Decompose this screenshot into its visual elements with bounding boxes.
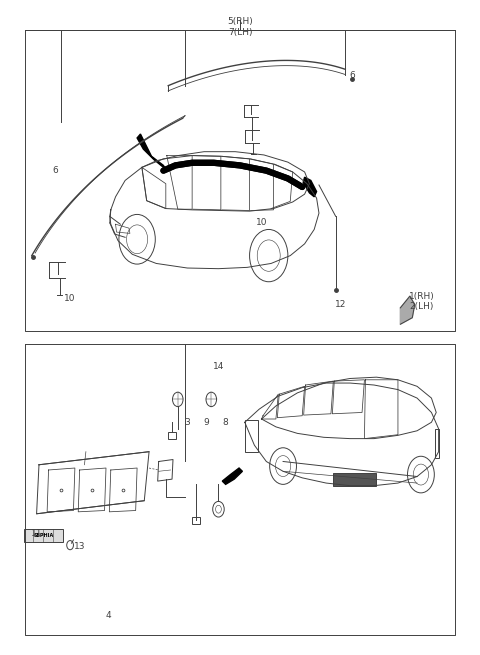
Text: 11: 11 <box>31 529 42 538</box>
FancyBboxPatch shape <box>192 517 200 523</box>
Text: 1(RH)
2(LH): 1(RH) 2(LH) <box>409 291 435 311</box>
Text: 14: 14 <box>213 362 224 371</box>
Text: 6: 6 <box>349 71 355 81</box>
Text: 6: 6 <box>53 166 59 175</box>
Text: 4: 4 <box>106 610 111 620</box>
Text: 8: 8 <box>223 418 228 427</box>
Text: 10: 10 <box>64 293 76 303</box>
Text: 9: 9 <box>204 418 209 427</box>
Polygon shape <box>222 468 242 484</box>
Bar <box>245 421 258 452</box>
Text: SEPHIA: SEPHIA <box>33 533 53 538</box>
FancyBboxPatch shape <box>168 432 176 439</box>
Text: 13: 13 <box>74 542 85 551</box>
Text: 5(RH)
7(LH): 5(RH) 7(LH) <box>227 17 253 37</box>
Bar <box>435 430 439 458</box>
Polygon shape <box>400 296 415 324</box>
Polygon shape <box>303 177 317 196</box>
Text: 3: 3 <box>184 418 190 427</box>
Polygon shape <box>137 134 166 170</box>
Text: 12: 12 <box>335 300 346 309</box>
Text: 10: 10 <box>256 218 267 227</box>
Bar <box>24 529 63 542</box>
Bar <box>333 474 376 486</box>
